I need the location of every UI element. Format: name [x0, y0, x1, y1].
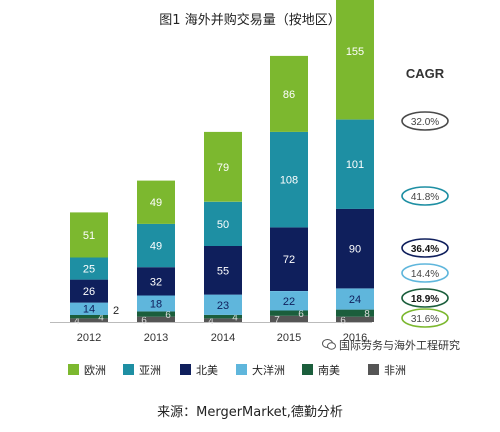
data-label-2015-series-0: 7 [274, 315, 280, 326]
bar-2013-series-0 [137, 316, 175, 322]
bar-2013-series-3 [137, 267, 175, 296]
cagr-oval-1 [401, 186, 449, 206]
data-label-2016-series-5: 155 [346, 46, 364, 58]
data-label-2016-series-1: 8 [364, 309, 370, 320]
bar-2012-series-1 [70, 314, 108, 319]
data-label-2015-series-3: 72 [283, 254, 295, 266]
data-label-2016-series-3: 90 [349, 244, 361, 256]
bar-2014-series-3 [204, 246, 242, 295]
data-label-2013-series-2: 18 [150, 298, 162, 310]
data-label-2013-series-3: 32 [150, 276, 162, 288]
x-tick-label-2012: 2012 [77, 332, 101, 344]
data-label-2013-series-1: 6 [165, 310, 171, 321]
cagr-oval-0 [401, 111, 449, 131]
data-label-2013-series-4: 49 [150, 241, 162, 253]
legend-swatch-0 [68, 364, 79, 375]
bar-2013-series-5 [137, 180, 175, 224]
bar-2014-series-0 [204, 318, 242, 322]
cagr-oval-5 [401, 308, 449, 328]
bar-2016-series-0 [336, 316, 374, 322]
data-label-2012-series-1: 4 [98, 313, 104, 324]
legend-label-1: 亚洲 [139, 364, 161, 377]
wechat-icon [322, 339, 336, 350]
data-label-2014-series-4: 50 [217, 219, 229, 231]
legend-label-2: 北美 [196, 364, 218, 377]
bar-2012-series-4 [70, 257, 108, 280]
bar-2015-series-0 [270, 315, 308, 322]
data-label-2015-series-1: 6 [298, 309, 304, 320]
data-label-2014-series-1: 4 [232, 313, 238, 324]
source-note: 来源：MergerMarket,德勤分析 [157, 405, 343, 420]
data-label-2012-series-2: 14 [83, 304, 95, 316]
data-label-2012-series-3: 26 [83, 286, 95, 298]
data-label-2012-series-0: 4 [74, 316, 80, 327]
legend-label-3: 大洋洲 [252, 364, 285, 377]
legend-swatch-1 [123, 364, 134, 375]
cagr-label-3: 14.4% [411, 269, 439, 280]
data-label-2015-series-2: 22 [283, 296, 295, 308]
data-label-2016-series-2: 24 [349, 294, 361, 306]
data-label-2015-series-5: 86 [283, 89, 295, 101]
bar-2016-series-3 [336, 208, 374, 289]
x-tick-label-2014: 2014 [211, 332, 235, 344]
data-label-2012-series-4: 25 [83, 264, 95, 276]
watermark-text: 国际劳务与海外工程研究 [339, 339, 460, 352]
bar-2014-series-4 [204, 201, 242, 246]
bar-2016-series-2 [336, 288, 374, 310]
extra-label-0: 2 [113, 305, 119, 317]
cagr-label-1: 41.8% [411, 192, 439, 203]
legend-label-0: 欧洲 [84, 364, 106, 377]
legend-swatch-5 [368, 364, 379, 375]
data-label-2012-series-5: 51 [83, 230, 95, 242]
x-tick-label-2013: 2013 [144, 332, 168, 344]
bar-2012-series-0 [70, 318, 108, 322]
cagr-label-5: 31.6% [411, 314, 439, 325]
legend-swatch-3 [236, 364, 247, 375]
data-label-2015-series-4: 108 [280, 175, 298, 187]
bar-2016-series-5 [336, 0, 374, 120]
bar-2014-series-2 [204, 294, 242, 315]
data-label-2014-series-5: 79 [217, 162, 229, 174]
bar-2015-series-3 [270, 227, 308, 291]
legend-label-5: 非洲 [384, 364, 406, 377]
data-label-2014-series-3: 55 [217, 265, 229, 277]
cagr-label-2: 36.4% [411, 244, 439, 255]
data-label-2014-series-0: 4 [208, 316, 214, 327]
bar-2013-series-4 [137, 223, 175, 268]
chart-title: 图1 海外并购交易量（按地区） [159, 13, 341, 28]
legend-swatch-4 [302, 364, 313, 375]
bar-2014-series-5 [204, 131, 242, 202]
legend-swatch-2 [180, 364, 191, 375]
bar-2013-series-2 [137, 295, 175, 312]
bar-2015-series-1 [270, 310, 308, 316]
cagr-oval-2 [401, 238, 449, 258]
bar-2015-series-5 [270, 55, 308, 132]
cagr-title: CAGR [406, 66, 445, 81]
watermark: 国际劳务与海外工程研究 [322, 337, 460, 353]
cagr-label-4: 18.9% [411, 294, 439, 305]
bar-2015-series-4 [270, 131, 308, 228]
bar-2016-series-1 [336, 309, 374, 317]
data-label-2014-series-2: 23 [217, 300, 229, 312]
bar-2015-series-2 [270, 291, 308, 311]
x-tick-label-2015: 2015 [277, 332, 301, 344]
bar-2012-series-3 [70, 279, 108, 303]
data-label-2013-series-0: 6 [141, 315, 147, 326]
bar-2012-series-5 [70, 212, 108, 258]
bar-2013-series-1 [137, 311, 175, 317]
data-label-2016-series-4: 101 [346, 159, 364, 171]
legend-label-4: 南美 [318, 364, 340, 377]
data-label-2016-series-0: 6 [340, 315, 346, 326]
bar-2016-series-4 [336, 119, 374, 209]
cagr-label-0: 32.0% [411, 117, 439, 128]
x-tick-label-2016: 2016 [343, 332, 367, 344]
bar-2014-series-1 [204, 314, 242, 319]
data-label-2013-series-5: 49 [150, 197, 162, 209]
cagr-oval-3 [401, 263, 449, 283]
bar-2012-series-2 [70, 302, 108, 315]
cagr-oval-4 [401, 288, 449, 308]
